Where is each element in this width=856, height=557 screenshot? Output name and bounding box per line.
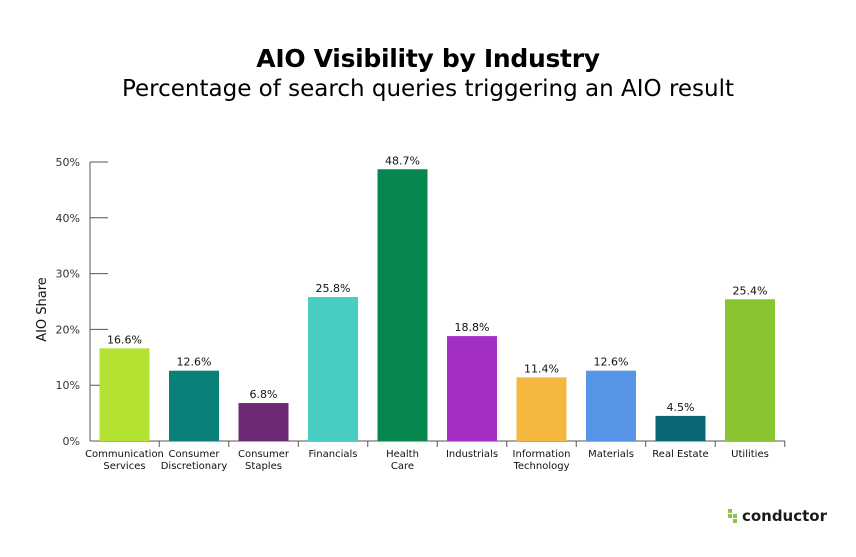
data-label: 16.6% [107, 333, 142, 346]
bar [447, 336, 497, 441]
conductor-logo-icon [727, 509, 737, 523]
conductor-logo: conductor [727, 507, 827, 525]
bar [238, 403, 289, 441]
x-tick-label: Health [386, 449, 419, 460]
x-tick-label: Discretionary [161, 461, 228, 472]
x-tick-label: Staples [245, 461, 282, 472]
bar [308, 297, 358, 441]
data-label: 25.4% [733, 284, 768, 297]
x-tick-label: Financials [309, 449, 358, 460]
data-label: 25.8% [316, 282, 351, 295]
x-tick-label: Care [391, 461, 414, 472]
bar [725, 299, 775, 441]
logo-text: conductor [741, 507, 827, 525]
bar [516, 377, 567, 441]
data-label: 12.6% [177, 356, 212, 369]
x-tick-label: Consumer [169, 449, 221, 460]
x-tick-label: Information [513, 449, 571, 460]
x-tick-label: Communication [85, 449, 164, 460]
data-label: 4.5% [667, 401, 695, 414]
x-tick-label: Technology [512, 461, 569, 472]
y-tick-label: 40% [56, 212, 80, 225]
x-tick-label: Services [103, 461, 145, 472]
x-tick-label: Consumer [238, 449, 290, 460]
bar [169, 370, 219, 441]
x-tick-label: Materials [588, 449, 634, 460]
y-axis-label: AIO Share [35, 277, 50, 342]
chart-title: AIO Visibility by Industry [256, 44, 600, 73]
x-tick-label: Real Estate [652, 449, 708, 460]
bar [99, 348, 150, 441]
chart-subtitle: Percentage of search queries triggering … [121, 76, 735, 102]
y-tick-label: 30% [56, 268, 80, 281]
data-label: 12.6% [594, 356, 629, 369]
data-label: 11.4% [524, 362, 559, 375]
y-tick-label: 0% [63, 435, 80, 448]
data-label: 6.8% [250, 388, 278, 401]
x-tick-label: Industrials [446, 449, 498, 460]
data-label: 48.7% [385, 154, 420, 167]
data-label: 18.8% [455, 321, 490, 334]
bar [655, 415, 706, 441]
bar [586, 370, 636, 441]
bar [377, 169, 428, 441]
y-tick-label: 10% [56, 379, 80, 392]
x-tick-label: Utilities [731, 449, 769, 460]
y-tick-label: 50% [56, 156, 80, 169]
y-tick-label: 20% [56, 323, 80, 336]
